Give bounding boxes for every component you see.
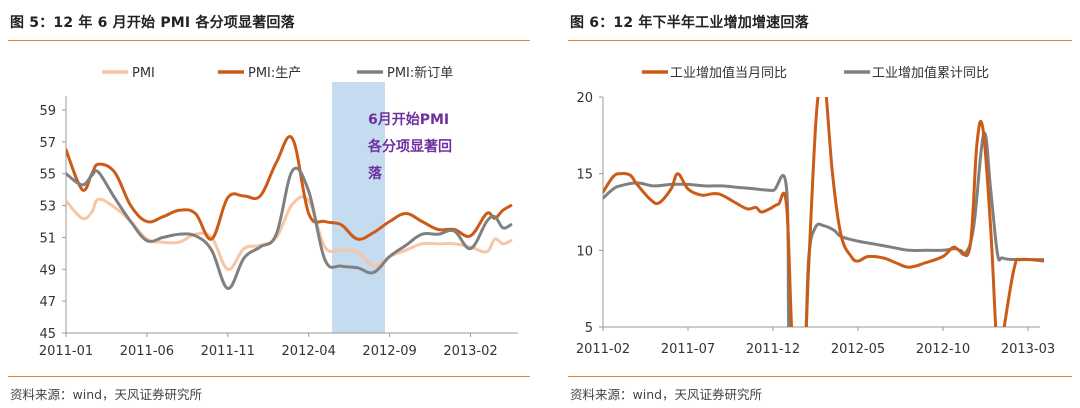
y-tick-label: 53	[39, 200, 56, 215]
legend-label: PMI:生产	[248, 66, 301, 81]
y-tick-label: 20	[576, 91, 593, 106]
title-divider	[568, 40, 1072, 41]
y-tick-label: 51	[39, 231, 56, 246]
x-tick-label: 2011-06	[120, 344, 174, 359]
right-chart-panel: 图 6：12 年下半年工业增加增速回落 5 10 15 20 2011-02 2011-0…	[540, 0, 1080, 408]
legend-item-monthly: 工业增加值当月同比	[642, 65, 787, 81]
x-tick-label: 2011-12	[746, 342, 800, 357]
annotation-text: 6月开始PMI	[368, 111, 449, 128]
title-divider	[8, 40, 530, 41]
x-tick-label: 2012-04	[282, 344, 336, 359]
x-tick-label: 2012-05	[831, 342, 885, 357]
series-group	[603, 97, 1044, 327]
legend-label: 工业增加值当月同比	[670, 65, 787, 81]
legend-item-production: PMI:生产	[218, 66, 301, 81]
legend-label: PMI	[132, 66, 155, 81]
legend-label: 工业增加值累计同比	[872, 65, 989, 81]
annotation-text: 落	[368, 165, 383, 182]
x-tick-label: 2011-02	[576, 342, 630, 357]
y-tick-label: 5	[585, 321, 593, 336]
y-tick-label: 10	[576, 244, 593, 259]
y-tick-label: 57	[39, 136, 56, 151]
legend-item-new-orders: PMI:新订单	[357, 65, 453, 81]
y-tick-label: 49	[39, 263, 56, 278]
source-note: 资料来源：wind，天风证券研究所	[10, 387, 203, 402]
y-tick-label: 47	[39, 295, 56, 310]
y-tick-label: 45	[39, 327, 56, 342]
monthly-yoy-line	[603, 97, 1044, 327]
x-tick-label: 2011-07	[661, 342, 715, 357]
x-tick-label: 2012-10	[916, 342, 970, 357]
x-tick-label: 2013-03	[1001, 342, 1055, 357]
chart-title: 图 6：12 年下半年工业增加增速回落	[570, 15, 809, 31]
y-tick-label: 15	[576, 168, 593, 183]
source-divider	[8, 376, 530, 377]
legend-item-cumulative: 工业增加值累计同比	[844, 65, 989, 81]
pmi-new-orders-line	[66, 166, 513, 290]
highlight-band	[332, 82, 385, 333]
legend-item-pmi: PMI	[102, 66, 155, 81]
cumulative-yoy-line	[603, 131, 1044, 327]
y-tick-label: 59	[39, 104, 56, 119]
x-tick-label: 2012-09	[362, 344, 416, 359]
legend-label: PMI:新订单	[387, 65, 453, 81]
pmi-line-chart: 45 47 49 51 53 55 57 59 2011-01 2011-06 2011-11 201…	[39, 65, 518, 359]
series-group	[66, 135, 513, 290]
annotation-text: 各分项显著回	[367, 138, 452, 155]
chart-title: 图 5：12 年 6 月开始 PMI 各分项显著回落	[10, 15, 295, 31]
y-tick-label: 55	[39, 168, 56, 183]
x-tick-label: 2011-01	[39, 344, 93, 359]
x-tick-label: 2011-11	[201, 344, 255, 359]
left-chart-panel: 图 5：12 年 6 月开始 PMI 各分项显著回落 45 47 49 51 53 55 5…	[8, 15, 530, 402]
source-divider	[568, 376, 1072, 377]
source-note: 资料来源：wind，天风证券研究所	[570, 387, 763, 402]
industrial-value-added-line-chart: 5 10 15 20 2011-02 2011-07 2011-12 2012-05 2012-…	[576, 65, 1055, 357]
x-tick-label: 2013-02	[443, 344, 497, 359]
